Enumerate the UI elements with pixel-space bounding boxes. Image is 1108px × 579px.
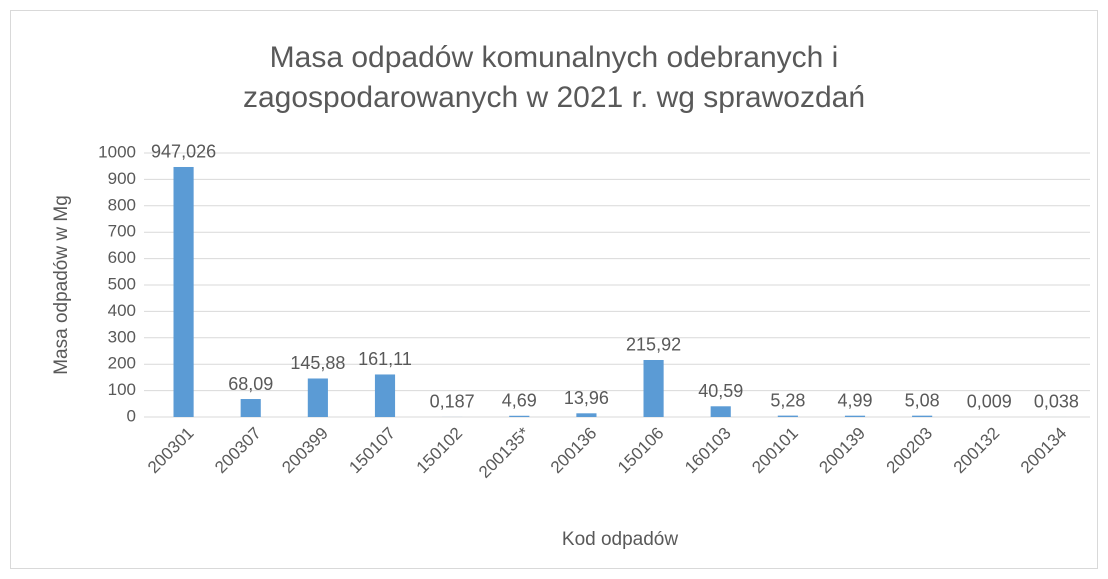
data-label: 4,99	[837, 390, 872, 410]
y-axis-title: Masa odpadów w Mg	[51, 195, 72, 375]
data-label: 145,88	[290, 353, 345, 373]
bar	[240, 399, 261, 417]
y-tick-label: 100	[108, 380, 136, 399]
y-tick-label: 500	[108, 274, 136, 293]
x-axis-title: Kod odpadów	[562, 529, 678, 550]
data-label: 13,96	[564, 388, 609, 408]
data-label: 40,59	[698, 381, 743, 401]
data-label: 0,038	[1034, 392, 1079, 412]
chart-title: Masa odpadów komunalnych odebranych i za…	[242, 41, 866, 114]
bar	[576, 413, 597, 417]
data-label: 215,92	[626, 335, 681, 355]
bar	[777, 415, 798, 417]
bar	[643, 359, 664, 417]
y-tick-label: 600	[108, 248, 136, 267]
y-tick-label: 800	[108, 195, 136, 214]
y-tick-label: 900	[108, 169, 136, 188]
bar	[173, 166, 194, 417]
data-label: 5,28	[770, 390, 805, 410]
y-tick-label: 0	[127, 406, 136, 425]
y-tick-label: 700	[108, 222, 136, 241]
y-tick-label: 300	[108, 327, 136, 346]
data-label: 0,009	[967, 392, 1012, 412]
bar	[710, 406, 731, 417]
bar	[374, 374, 396, 417]
y-tick-label: 400	[108, 301, 136, 320]
y-tick-label: 1000	[98, 142, 136, 161]
data-label: 0,187	[430, 392, 475, 412]
bar	[509, 415, 530, 417]
data-label: 5,08	[905, 390, 940, 410]
y-tick-label: 200	[108, 354, 136, 373]
data-label: 161,11	[358, 349, 412, 369]
bar	[307, 378, 328, 417]
bar	[912, 415, 933, 417]
data-label: 947,026	[151, 142, 216, 162]
bar	[844, 415, 866, 417]
data-label: 68,09	[228, 374, 273, 394]
data-label: 4,69	[502, 391, 537, 411]
